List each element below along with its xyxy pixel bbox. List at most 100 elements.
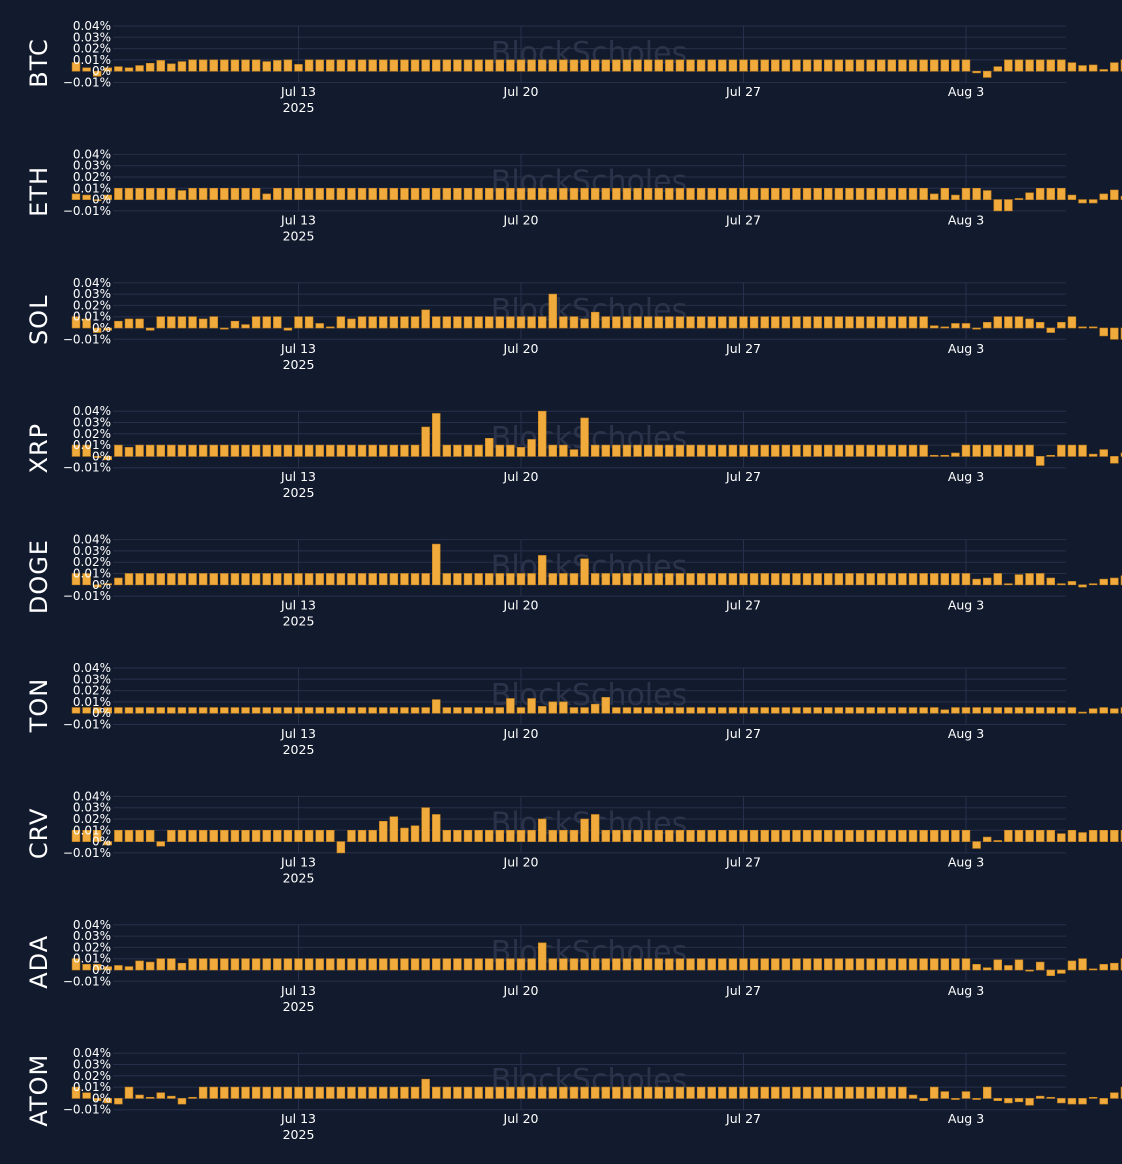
bar [961,958,971,971]
bar [347,707,356,714]
bar [707,316,716,329]
bar [834,573,844,586]
bar [135,1094,144,1099]
bar [940,454,950,457]
bar [760,188,769,200]
bar [262,829,271,842]
bar [167,188,176,200]
bar [622,707,632,714]
x-tick-label: Jul 20 [503,1111,539,1126]
bar [485,316,494,329]
bar [930,1086,939,1099]
bar [527,829,536,842]
bar [972,70,981,74]
bar [432,1086,441,1099]
bar [262,316,271,329]
bar [612,573,621,586]
bar [951,59,960,72]
bar [485,573,494,586]
bar [887,958,897,971]
bar [813,444,822,457]
y-tick-label: 0% [92,963,111,977]
bar [241,707,250,714]
bar [188,444,197,457]
bar [739,1086,748,1099]
bar [1099,193,1108,200]
bar [580,707,589,714]
bar [845,573,854,586]
bar [1057,1098,1066,1104]
bar [124,707,134,714]
bar [1057,707,1066,714]
bar [940,1091,950,1099]
bar [771,1086,780,1099]
bar [590,703,600,714]
bar [686,829,695,842]
bar [802,958,812,971]
bar [696,188,706,200]
bar [718,573,727,586]
bar [294,1086,303,1099]
bar [1078,958,1087,971]
bar [654,316,663,329]
bar [898,707,907,714]
panel-title: ATOM [25,1054,53,1127]
bar [527,698,536,714]
bar [516,1086,526,1099]
bar [580,188,589,200]
bar [103,707,112,714]
bar [251,188,261,200]
bar [347,59,356,72]
bar [548,958,557,971]
bar [357,1086,367,1099]
bar [961,323,971,329]
x-tick-label: Jul 27 [725,1111,761,1126]
bar [283,829,293,842]
bar [590,59,600,72]
x-tick-label: Jul 20 [503,84,539,99]
bar [569,573,579,586]
bar [760,573,769,586]
x-tick-year-label: 2025 [283,614,315,629]
x-tick-label: Jul 27 [725,983,761,998]
bar [537,818,547,842]
bar [304,59,314,72]
bar [156,707,165,714]
bar [622,573,632,586]
bar [643,59,653,72]
bar [972,578,981,586]
bar [1035,188,1045,200]
bar [273,444,282,457]
bar [442,444,452,457]
bar [209,958,218,971]
bar [845,444,854,457]
bar [326,444,335,457]
bar [855,707,865,714]
bar [516,188,526,200]
bar [124,447,134,457]
bar [961,59,971,72]
bar [559,829,568,842]
bar [908,958,918,971]
bar [347,573,356,586]
bar [1035,322,1045,329]
bar [728,444,738,457]
bar [336,573,346,586]
bar [887,1086,897,1099]
bar [993,959,1002,971]
bar [951,958,960,971]
bar [326,188,335,200]
bar [781,316,791,329]
bar [347,958,356,971]
bar [548,444,557,457]
bar [145,444,155,457]
bar [1088,968,1098,971]
bar [389,573,399,586]
bar [410,707,420,714]
bar [453,958,462,971]
bar [432,958,441,971]
bar [410,188,420,200]
bar [209,707,218,714]
bar [813,1086,822,1099]
bar [760,59,769,72]
